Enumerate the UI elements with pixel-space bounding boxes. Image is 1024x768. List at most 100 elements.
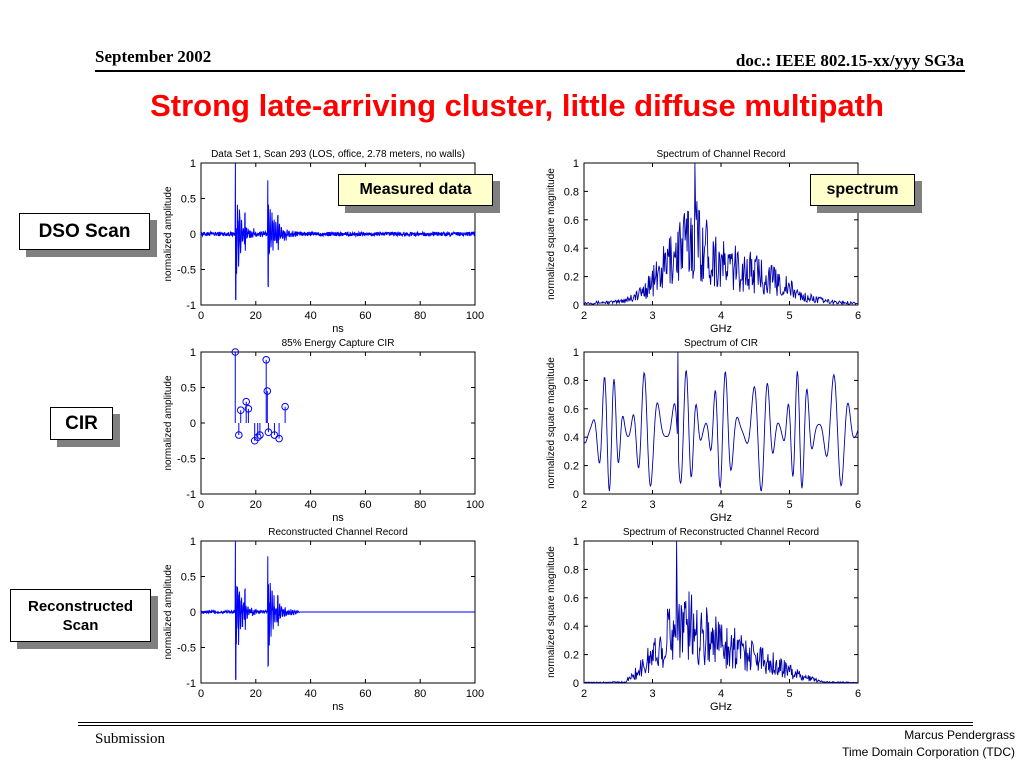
stem-marker bbox=[262, 356, 271, 364]
y-tick-label: 0 bbox=[190, 418, 196, 430]
y-tick-label: 1 bbox=[573, 536, 579, 548]
measured-data-text: Measured data bbox=[359, 181, 472, 198]
y-axis-label: normalized square magnitude bbox=[546, 168, 557, 300]
x-tick-label: 5 bbox=[786, 499, 792, 511]
x-axis-label: GHz bbox=[710, 512, 732, 524]
y-tick-label: 0.5 bbox=[181, 383, 196, 395]
x-tick-label: 80 bbox=[414, 688, 426, 700]
stem-marker bbox=[256, 431, 264, 439]
y-tick-label: 0 bbox=[190, 229, 196, 241]
y-tick-label: -0.5 bbox=[177, 643, 196, 655]
x-tick-label: 0 bbox=[198, 688, 204, 700]
y-tick-label: 0 bbox=[573, 678, 579, 690]
y-tick-label: 0 bbox=[573, 489, 579, 501]
x-tick-label: 100 bbox=[466, 499, 484, 511]
stem-marker bbox=[270, 431, 279, 439]
x-tick-label: 5 bbox=[786, 688, 792, 700]
series-line bbox=[583, 351, 859, 492]
cir-label: CIR bbox=[50, 407, 113, 440]
y-tick-label: 0.6 bbox=[564, 404, 579, 416]
reconstructed-scan-label: Reconstructed Scan bbox=[10, 589, 151, 642]
y-tick-label: 0.6 bbox=[564, 593, 579, 605]
x-tick-label: 40 bbox=[304, 688, 316, 700]
stem-marker bbox=[242, 397, 251, 406]
x-tick-label: 0 bbox=[198, 310, 204, 322]
chart-title: 85% Energy Capture CIR bbox=[282, 338, 395, 349]
x-tick-label: 4 bbox=[718, 688, 724, 700]
stem-marker bbox=[231, 348, 240, 356]
footer-org: Time Domain Corporation (TDC) bbox=[842, 745, 1015, 759]
chart-title: Spectrum of Reconstructed Channel Record bbox=[623, 527, 819, 538]
x-axis-label: GHz bbox=[710, 323, 732, 335]
stem-marker bbox=[281, 402, 289, 411]
plot-frame bbox=[583, 540, 859, 684]
x-axis-label: ns bbox=[332, 512, 344, 524]
header-doc-id: doc.: IEEE 802.15-xx/yyy SG3a bbox=[735, 51, 964, 70]
x-tick-label: 6 bbox=[855, 499, 861, 511]
y-tick-label: 1 bbox=[573, 347, 579, 359]
header-date: September 2002 bbox=[95, 47, 212, 66]
spectrum-chart-reconstructed: Spectrum of Reconstructed Channel Record… bbox=[546, 527, 861, 713]
measured-data-label: Measured data bbox=[338, 174, 493, 206]
spectrum-text: spectrum bbox=[826, 181, 899, 198]
series-line bbox=[200, 540, 475, 681]
x-tick-label: 40 bbox=[304, 499, 316, 511]
footer-author: Marcus Pendergrass bbox=[904, 728, 1015, 742]
stem-marker bbox=[264, 428, 273, 437]
x-axis-label: GHz bbox=[710, 701, 732, 713]
x-tick-label: 60 bbox=[359, 688, 371, 700]
y-tick-label: 0.2 bbox=[564, 272, 579, 284]
y-tick-label: 1 bbox=[190, 347, 196, 359]
y-tick-label: 0.5 bbox=[181, 572, 196, 584]
plot-frame bbox=[200, 351, 476, 495]
y-tick-label: 0.8 bbox=[564, 375, 579, 387]
y-tick-label: 0.6 bbox=[564, 215, 579, 227]
x-tick-label: 3 bbox=[649, 688, 655, 700]
stem-marker bbox=[236, 406, 245, 415]
x-tick-label: 60 bbox=[359, 310, 371, 322]
footer-rule-2 bbox=[78, 725, 973, 726]
x-tick-label: 20 bbox=[250, 310, 262, 322]
scan-text: Scan bbox=[62, 616, 99, 634]
y-tick-label: 0.2 bbox=[564, 461, 579, 473]
x-axis-label: ns bbox=[332, 701, 344, 713]
y-tick-label: 0.8 bbox=[564, 186, 579, 198]
x-axis-label: ns bbox=[332, 323, 344, 335]
y-tick-label: 0.5 bbox=[181, 194, 196, 206]
y-axis-label: normalized amplitude bbox=[163, 564, 174, 659]
x-tick-label: 3 bbox=[649, 310, 655, 322]
y-tick-label: -0.5 bbox=[177, 454, 196, 466]
x-tick-label: 2 bbox=[581, 499, 587, 511]
x-tick-label: 100 bbox=[466, 310, 484, 322]
series-line bbox=[583, 540, 859, 684]
x-tick-label: 2 bbox=[581, 688, 587, 700]
slide-title: Strong late-arriving cluster, little dif… bbox=[150, 88, 884, 123]
footer-submission: Submission bbox=[95, 731, 166, 747]
x-tick-label: 0 bbox=[198, 499, 204, 511]
x-tick-label: 20 bbox=[250, 499, 262, 511]
y-tick-label: 0.4 bbox=[564, 621, 579, 633]
dso-scan-text: DSO Scan bbox=[38, 220, 131, 242]
y-tick-label: -1 bbox=[186, 300, 196, 312]
y-axis-label: normalized square magnitude bbox=[546, 546, 557, 678]
x-tick-label: 100 bbox=[466, 688, 484, 700]
x-tick-label: 6 bbox=[855, 310, 861, 322]
y-axis-label: normalized amplitude bbox=[163, 375, 174, 470]
y-axis-label: normalized amplitude bbox=[163, 186, 174, 281]
footer-rule bbox=[78, 722, 973, 723]
series-line bbox=[200, 163, 476, 301]
y-tick-label: 1 bbox=[190, 536, 196, 548]
x-tick-label: 40 bbox=[304, 310, 316, 322]
y-tick-label: 0.8 bbox=[564, 564, 579, 576]
footer-author-block: Marcus Pendergrass Time Domain Corporati… bbox=[842, 727, 1015, 761]
chart-title: Spectrum of Channel Record bbox=[657, 149, 786, 160]
y-tick-label: 0.4 bbox=[564, 243, 579, 255]
x-tick-label: 4 bbox=[718, 499, 724, 511]
series-line bbox=[583, 162, 858, 306]
stem-marker bbox=[235, 431, 243, 439]
cir-text: CIR bbox=[65, 412, 98, 434]
spectrum-chart-channel-record: Spectrum of Channel Record 2 3 4 5 6 1 0.8 0.6 0.… bbox=[546, 149, 861, 335]
x-tick-label: 80 bbox=[414, 499, 426, 511]
chart-title: Reconstructed Channel Record bbox=[268, 527, 408, 538]
